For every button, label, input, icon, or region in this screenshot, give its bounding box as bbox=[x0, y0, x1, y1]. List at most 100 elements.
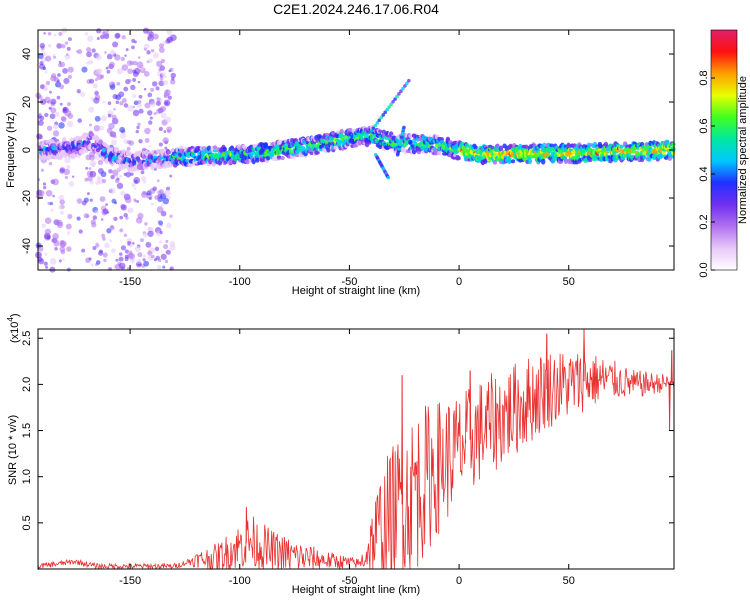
spectrogram-speckle bbox=[120, 190, 126, 196]
spectrogram-speckle bbox=[160, 253, 167, 260]
spectrogram-streak bbox=[381, 113, 385, 117]
spectrogram-cell bbox=[77, 139, 83, 144]
spectrogram-cell bbox=[276, 155, 282, 159]
spectrogram-speckle bbox=[158, 126, 163, 132]
spectrogram-speckle bbox=[127, 68, 133, 75]
spectrogram-speckle bbox=[96, 28, 102, 34]
colorbar: 0.0 0.2 0.4 0.6 0.8 Normalized spectral ampl… bbox=[698, 29, 749, 278]
spectrogram-cell bbox=[291, 152, 296, 157]
spectrogram-streak bbox=[383, 110, 387, 115]
spectrogram-speckle bbox=[152, 186, 157, 192]
spectrogram-speckle bbox=[76, 50, 79, 53]
spectrogram-speckle bbox=[149, 116, 153, 120]
spectrogram-speckle bbox=[147, 230, 154, 237]
spectrogram-speckle bbox=[158, 220, 164, 226]
spectrogram-speckle bbox=[133, 100, 139, 106]
spectrogram-speckle bbox=[156, 191, 159, 194]
spectrogram-speckle bbox=[66, 246, 72, 252]
snr-ytick-label: 2.0 bbox=[21, 377, 33, 392]
spectrogram-speckle bbox=[153, 112, 157, 116]
spectrogram-speckle bbox=[127, 209, 131, 213]
spectrogram-speckle bbox=[123, 103, 129, 108]
spectrogram-speckle bbox=[156, 206, 164, 214]
spectrogram-speckle bbox=[38, 95, 43, 100]
spectrogram-speckle bbox=[91, 48, 96, 53]
snr-xtick-label: 0 bbox=[456, 575, 462, 587]
spectrogram-speckle bbox=[94, 209, 99, 214]
spectrogram-speckle bbox=[92, 83, 98, 89]
spectrogram-speckle bbox=[102, 208, 109, 215]
spectrogram-speckle bbox=[169, 174, 173, 178]
spectrogram-speckle bbox=[62, 67, 68, 74]
spectrogram-speckle bbox=[169, 67, 174, 72]
spectrogram-streak bbox=[377, 118, 382, 123]
spectrogram-ytick-label: 0 bbox=[21, 147, 33, 153]
snr-scale-label: (x104) bbox=[6, 313, 21, 343]
spectrogram-speckle bbox=[119, 228, 124, 233]
spectrogram-speckle bbox=[146, 29, 153, 36]
colorbar-tick-label: 0.2 bbox=[698, 214, 710, 229]
colorbar-tick-label: 0.6 bbox=[698, 118, 710, 133]
chart-title: C2E1.2024.246.17.06.R04 bbox=[273, 1, 439, 17]
spectrogram-speckle bbox=[158, 142, 163, 147]
spectrogram-cell bbox=[265, 155, 271, 161]
spectrogram-speckle bbox=[124, 249, 129, 254]
spectrogram-cell bbox=[492, 160, 498, 165]
snr-scale-prefix: (x104) bbox=[6, 313, 21, 343]
spectrogram-speckle bbox=[111, 198, 117, 204]
spectrogram-speckle bbox=[88, 60, 94, 65]
spectrogram-cell bbox=[461, 146, 466, 150]
spectrogram-speckle bbox=[52, 232, 59, 240]
spectrogram-speckle bbox=[116, 81, 121, 86]
spectrogram-speckle bbox=[109, 239, 113, 243]
spectrogram-speckle bbox=[102, 100, 106, 104]
spectrogram-cell bbox=[326, 146, 331, 153]
spectrogram-speckle bbox=[87, 176, 93, 182]
spectrogram-speckle bbox=[89, 78, 95, 84]
spectrogram-speckle bbox=[138, 139, 143, 144]
spectrogram-speckle bbox=[94, 90, 99, 96]
spectrogram-speckle bbox=[137, 122, 141, 127]
spectrogram-speckle bbox=[58, 194, 65, 201]
spectrogram-speckle bbox=[111, 114, 117, 120]
spectrogram-speckle bbox=[48, 161, 53, 166]
spectrogram-speckle bbox=[133, 187, 137, 190]
spectrogram-speckle bbox=[124, 254, 129, 259]
spectrogram-speckle bbox=[90, 97, 94, 101]
spectrogram-speckle bbox=[103, 258, 107, 263]
spectrogram-speckle bbox=[53, 33, 57, 37]
spectrogram-cell bbox=[357, 139, 363, 146]
spectrogram-speckle bbox=[59, 210, 64, 215]
spectrogram-speckle bbox=[106, 69, 111, 74]
spectrogram-cell bbox=[325, 132, 330, 137]
spectrogram-speckle bbox=[61, 116, 67, 122]
spectrogram-speckle bbox=[106, 53, 113, 60]
spectrogram-speckle bbox=[140, 176, 147, 182]
spectrogram-speckle bbox=[78, 229, 83, 234]
spectrogram-cell bbox=[50, 139, 55, 144]
spectrogram-cell bbox=[598, 144, 604, 149]
spectrogram-speckle bbox=[77, 49, 83, 55]
spectrogram-cell bbox=[66, 144, 72, 149]
spectrogram-speckle bbox=[49, 113, 56, 120]
spectrogram-speckle bbox=[144, 127, 151, 135]
spectrogram-speckle bbox=[165, 239, 169, 243]
spectrogram-cell bbox=[524, 144, 529, 150]
spectrogram-cell bbox=[378, 129, 383, 133]
spectrogram-speckle bbox=[132, 105, 136, 109]
spectrogram-speckle bbox=[140, 238, 144, 243]
spectrogram-speckle bbox=[47, 202, 51, 205]
spectrogram-speckle bbox=[150, 101, 157, 107]
spectrogram-speckle bbox=[133, 67, 141, 75]
spectrogram-speckle bbox=[39, 84, 45, 90]
spectrogram-speckle bbox=[132, 77, 137, 82]
spectrogram-speckle bbox=[44, 70, 48, 74]
spectrogram-speckle bbox=[156, 179, 160, 183]
spectrogram-speckle bbox=[142, 254, 147, 258]
snr-ytick-label: 1.5 bbox=[21, 423, 33, 438]
spectrogram-speckle bbox=[164, 189, 171, 197]
spectrogram-speckle bbox=[64, 175, 69, 180]
spectrogram-speckle bbox=[126, 140, 132, 145]
spectrogram-speckle bbox=[39, 42, 46, 49]
spectrogram-cell bbox=[347, 127, 353, 132]
